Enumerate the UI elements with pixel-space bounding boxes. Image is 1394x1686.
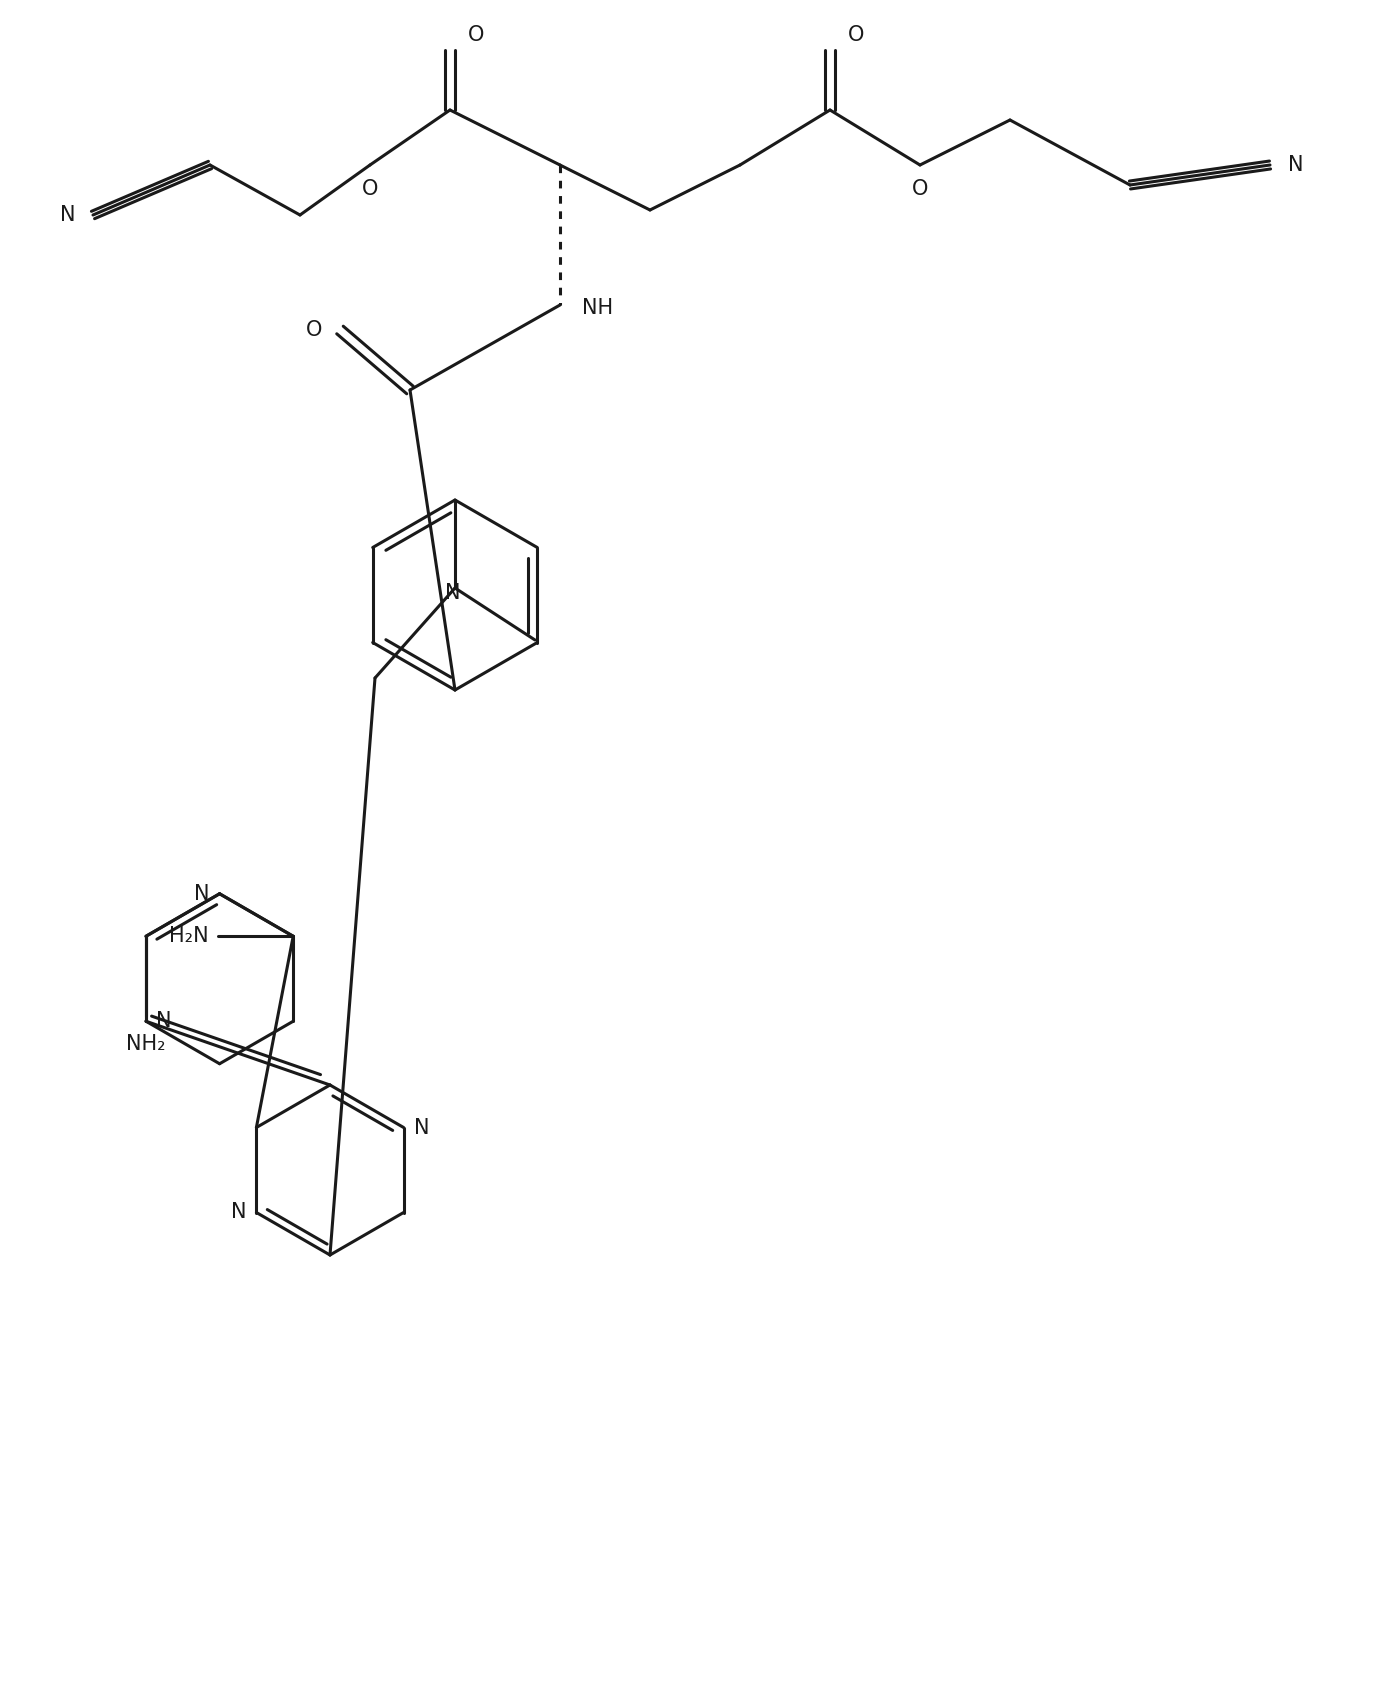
Text: H₂N: H₂N — [169, 926, 208, 946]
Text: N: N — [1288, 155, 1303, 175]
Text: N: N — [445, 583, 461, 604]
Text: O: O — [468, 25, 484, 46]
Text: NH₂: NH₂ — [127, 1034, 166, 1054]
Text: O: O — [305, 320, 322, 341]
Text: N: N — [194, 883, 209, 904]
Text: NH: NH — [583, 298, 613, 319]
Text: O: O — [848, 25, 864, 46]
Text: N: N — [156, 1012, 171, 1032]
Text: N: N — [414, 1118, 429, 1138]
Text: O: O — [912, 179, 928, 199]
Text: O: O — [362, 179, 378, 199]
Text: N: N — [60, 206, 75, 224]
Text: N: N — [231, 1202, 247, 1222]
